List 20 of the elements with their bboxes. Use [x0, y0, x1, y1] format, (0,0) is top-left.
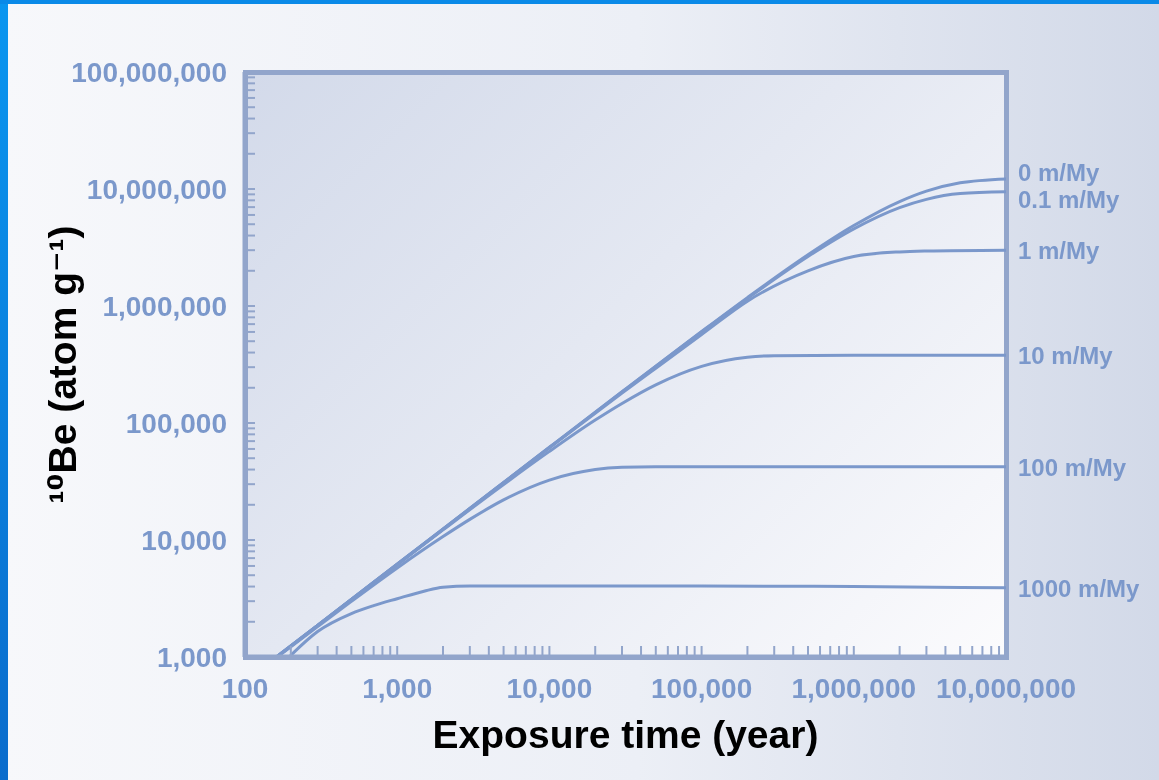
y-tick-label: 1,000 — [156, 641, 227, 673]
y-axis-title: ¹⁰Be (atom g⁻¹) — [40, 225, 84, 504]
y-tick-label: 1,000,000 — [102, 290, 227, 322]
y-tick-label: 100,000 — [125, 407, 227, 439]
series-label: 1000 m/My — [1018, 574, 1141, 602]
x-tick-label: 10,000 — [506, 672, 593, 704]
series-label: 100 m/My — [1018, 453, 1127, 481]
series-label: 10 m/My — [1018, 341, 1114, 369]
x-tick-label: 10,000,000 — [935, 672, 1077, 704]
series-label: 1 m/My — [1018, 236, 1101, 264]
y-tick-label: 10,000 — [141, 524, 227, 556]
x-tick-label: 100 — [221, 672, 269, 704]
x-tick-label: 1,000 — [362, 672, 433, 704]
x-axis-title: Exposure time (year) — [432, 713, 819, 756]
y-tick-label: 10,000,000 — [86, 173, 227, 205]
y-tick-label: 100,000,000 — [71, 56, 227, 88]
series-label: 0 m/My — [1018, 158, 1101, 186]
x-tick-label: 100,000 — [650, 672, 753, 704]
x-tick-label: 1,000,000 — [791, 672, 917, 704]
series-label: 0.1 m/My — [1018, 185, 1121, 213]
